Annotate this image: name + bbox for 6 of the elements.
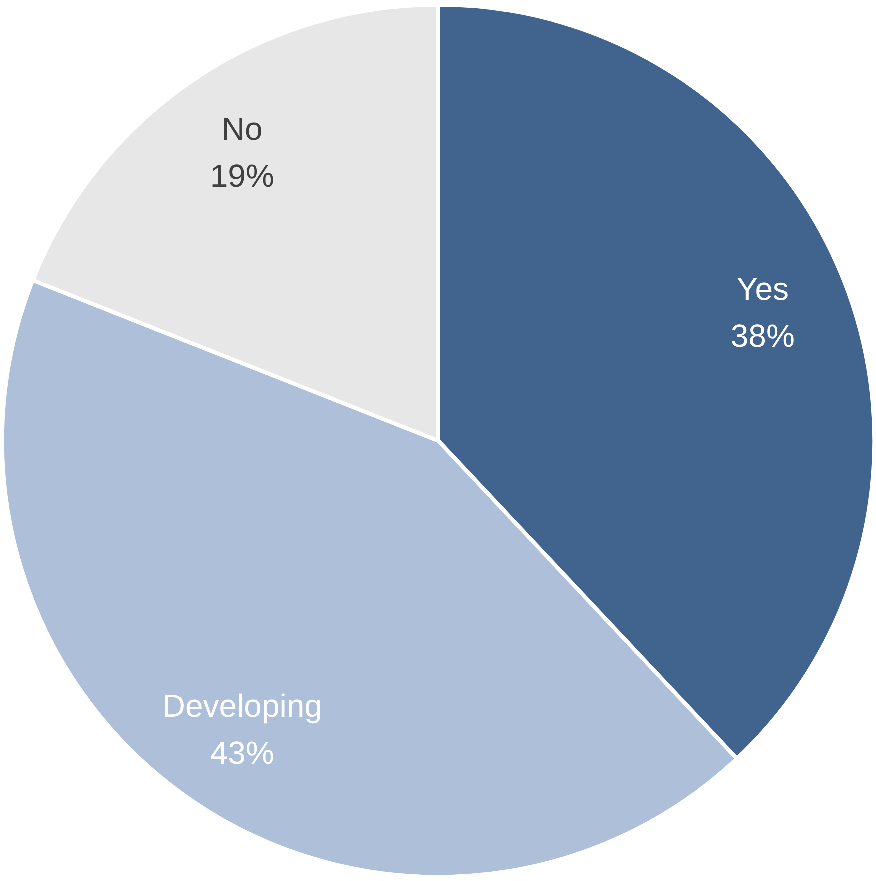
slice-label: No	[222, 111, 263, 148]
slice-label: Developing	[162, 688, 322, 724]
data-label: 19%	[210, 158, 274, 194]
data-label: 43%	[210, 734, 274, 771]
data-label: 38%	[730, 318, 795, 354]
slice-label: Yes	[736, 271, 790, 308]
